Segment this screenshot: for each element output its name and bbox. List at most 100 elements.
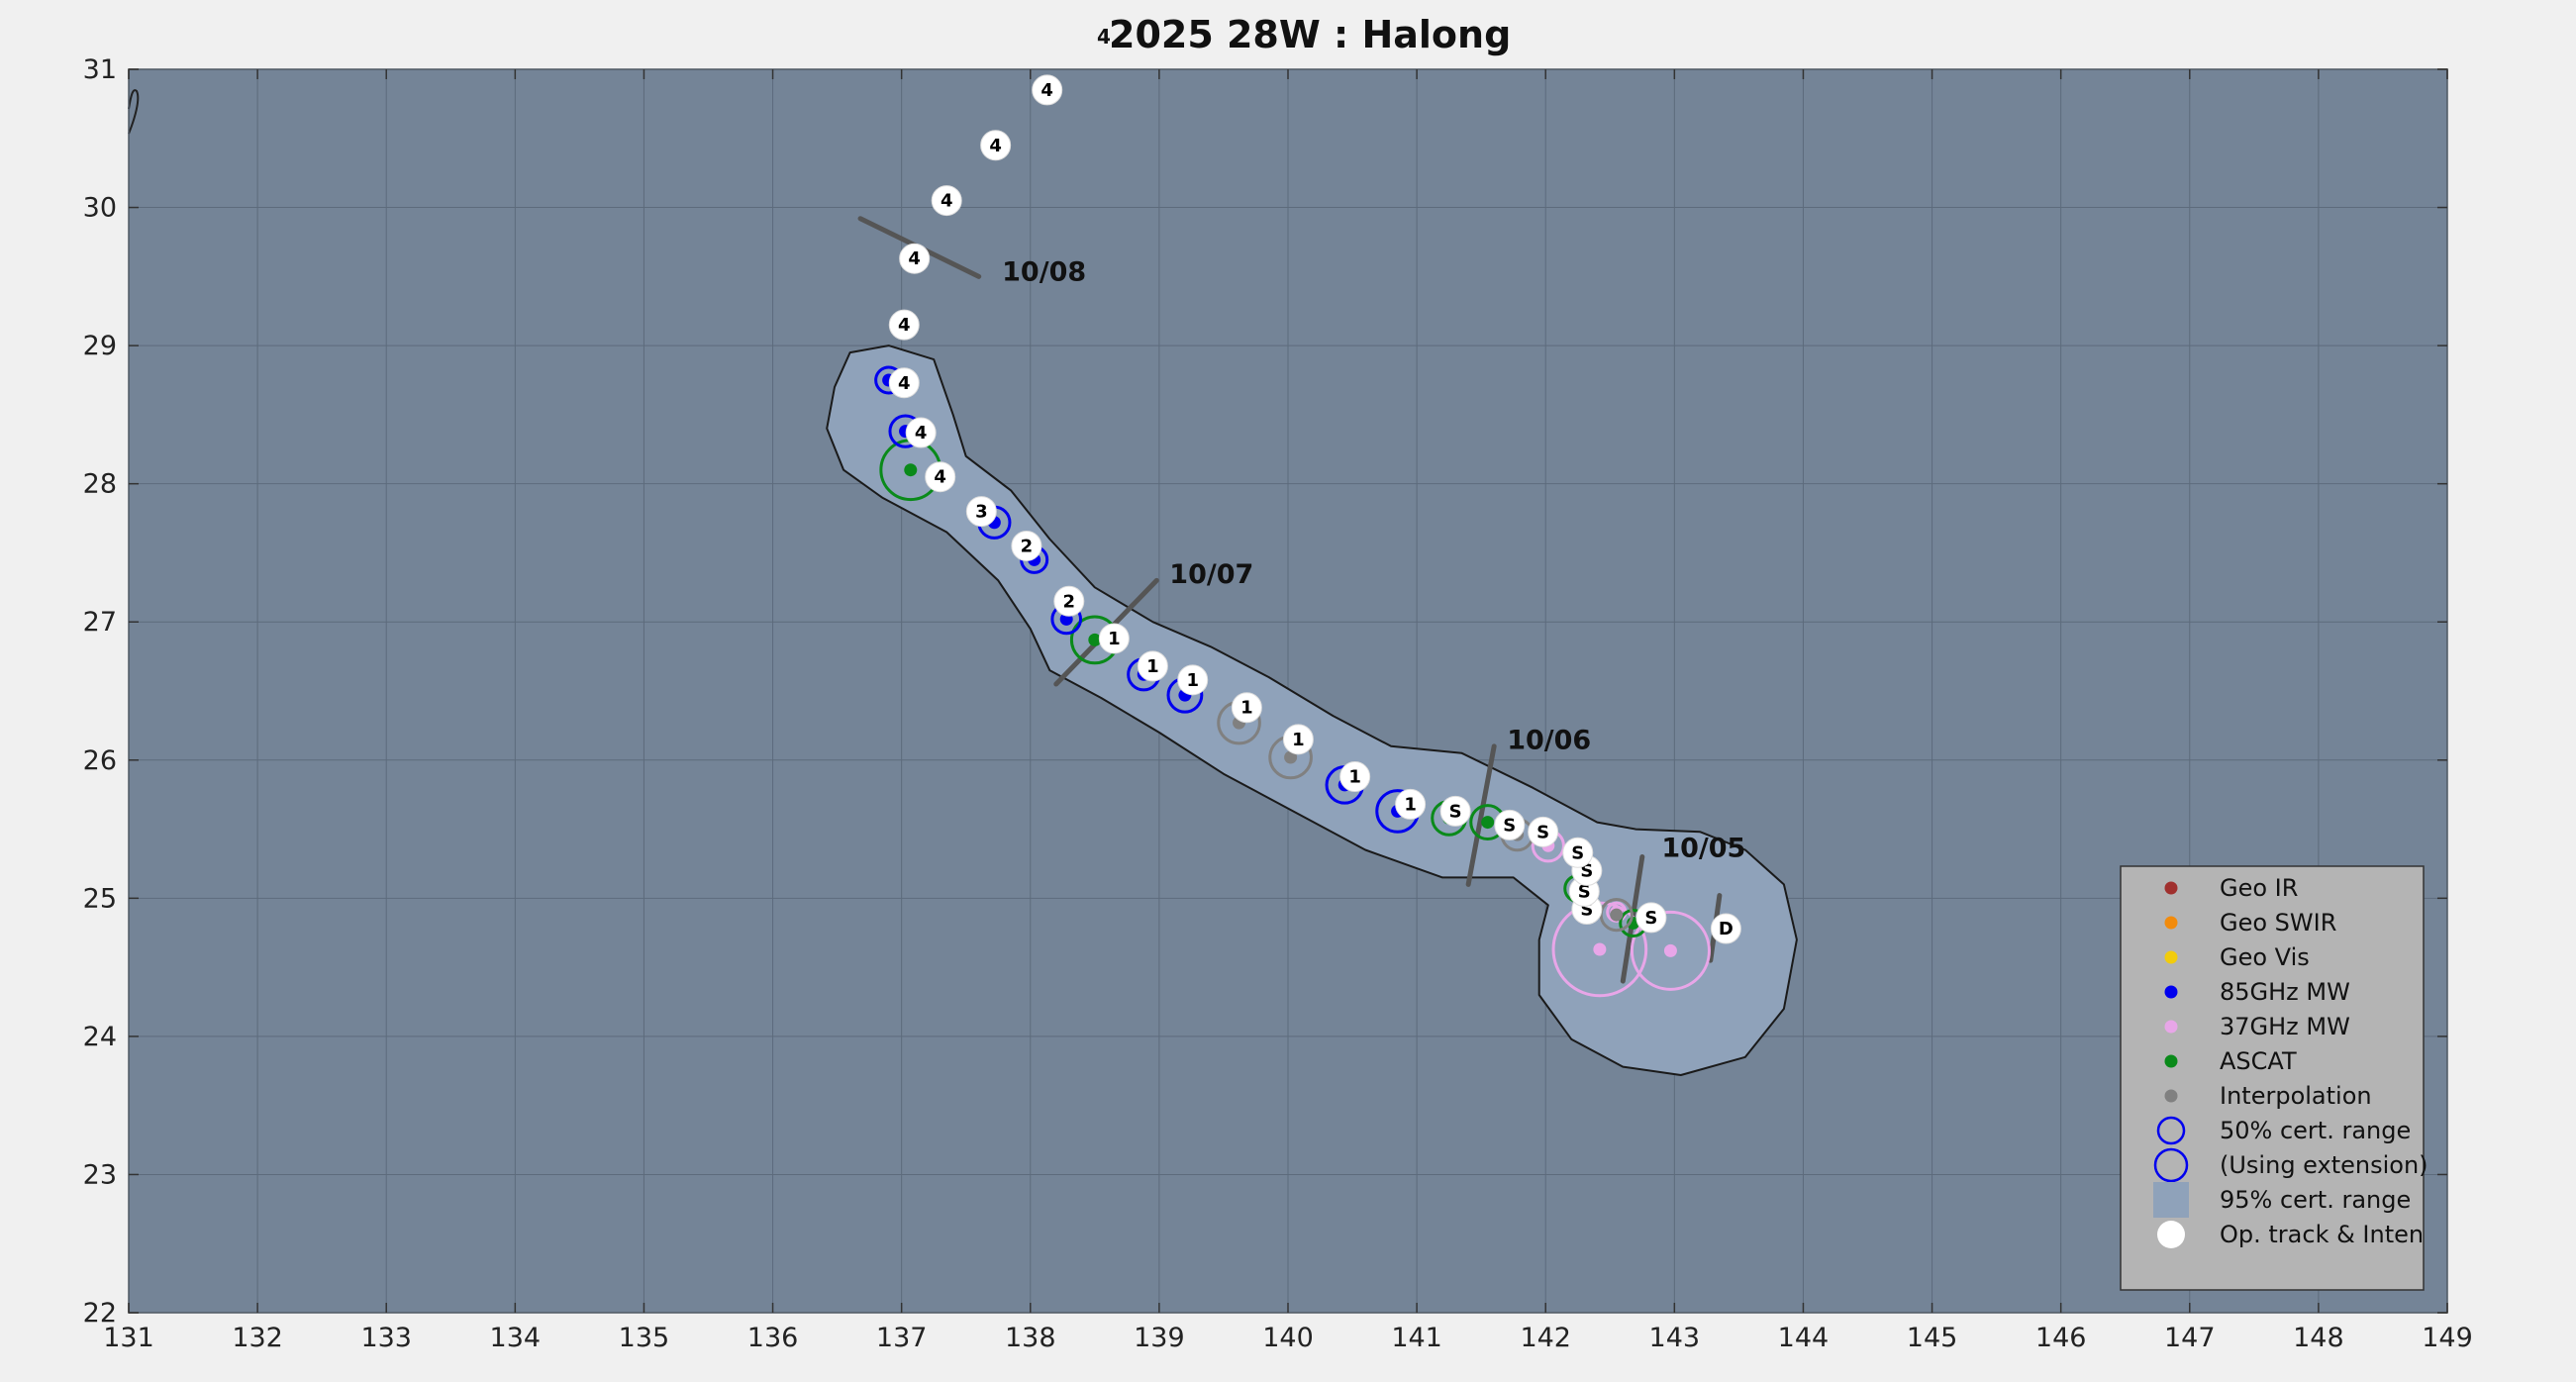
legend: Geo IR Geo SWIR Geo Vis 85GHz MW 37GHz MW ASC… (2120, 865, 2428, 1291)
track-intensity-label: S (1503, 815, 1516, 836)
track-point (925, 461, 956, 493)
track-point (965, 496, 997, 528)
legend-marker-ring (2156, 1116, 2186, 1145)
track-point (888, 309, 920, 341)
fix-dot (904, 463, 918, 477)
date-label: 10/07 (1169, 559, 1253, 590)
legend-marker-dot (2164, 881, 2178, 895)
x-tick-label: 137 (876, 1323, 928, 1353)
legend-label: 95% cert. range (2220, 1186, 2411, 1214)
fix-dot (1663, 943, 1677, 957)
x-tick-label: 136 (747, 1323, 799, 1353)
track-intensity-label: S (1644, 908, 1657, 929)
legend-marker-dot (2164, 985, 2178, 999)
y-tick-label: 24 (83, 1022, 117, 1052)
track-intensity-label: 4 (898, 373, 911, 394)
legend-box (2120, 865, 2425, 1291)
track-point (888, 367, 920, 399)
track-intensity-label: 2 (1021, 536, 1034, 556)
legend-label: Op. track & Inten (2220, 1221, 2424, 1248)
track-intensity-label: 1 (1292, 730, 1305, 750)
x-tick-label: 142 (1520, 1323, 1571, 1353)
x-tick-label: 134 (490, 1323, 542, 1353)
legend-marker-square (2153, 1182, 2189, 1218)
track-point (1231, 692, 1262, 724)
track-point (1528, 816, 1559, 847)
legend-label: ASCAT (2220, 1047, 2297, 1075)
cone-95-percent (826, 345, 1798, 1076)
legend-marker-dot (2164, 1054, 2178, 1068)
date-label: 10/08 (1002, 257, 1086, 288)
legend-marker-dot (2164, 1020, 2178, 1034)
legend-marker-track (2157, 1221, 2185, 1248)
track-intensity-label: 1 (1108, 629, 1121, 649)
track-intensity-label: S (1571, 842, 1584, 863)
track-point (1282, 724, 1314, 755)
axes: 131 132 133 134 135 136 137 138 139 140 141 142 143 1… (83, 54, 2473, 1353)
legend-label: Geo IR (2220, 874, 2298, 902)
y-tick-label: 29 (83, 331, 117, 361)
y-tick-label: 26 (83, 745, 117, 776)
x-tick-label: 138 (1005, 1323, 1056, 1353)
track-intensity-label: 1 (1146, 656, 1159, 677)
uncertainty-cone (826, 345, 1798, 1076)
track-intensity-label: 4 (908, 248, 921, 269)
track-intensity-label: 4 (934, 467, 946, 488)
legend-marker-dot (2164, 916, 2178, 930)
track-intensity-label: 3 (975, 502, 988, 523)
track-point (905, 417, 937, 448)
legend-label: Geo SWIR (2220, 909, 2336, 937)
fix-dot (1088, 633, 1102, 646)
track-point (1710, 913, 1741, 944)
x-tick-label: 131 (103, 1323, 154, 1353)
y-tick-label: 25 (83, 883, 117, 914)
date-tick-line (1465, 743, 1497, 887)
track-intensity-label: 4 (941, 191, 953, 212)
y-tick-label: 27 (83, 607, 117, 638)
x-tick-label: 132 (232, 1323, 283, 1353)
track-intensity-label: 4 (989, 136, 1002, 156)
track-intensity-label: 1 (1186, 670, 1199, 691)
x-tick-label: 135 (619, 1323, 670, 1353)
track-intensity-label: 4 (1040, 80, 1053, 101)
track-point (1011, 530, 1042, 561)
legend-label: Geo Vis (2220, 943, 2310, 971)
legend-label: 37GHz MW (2220, 1013, 2350, 1040)
y-tick-label: 22 (83, 1298, 117, 1329)
chart-title: 2025 28W : Halong (1109, 13, 1511, 56)
track-intensity-label: 4 (898, 315, 911, 336)
track-intensity-label: 1 (1404, 794, 1417, 815)
track-intensity-label: 1 (1348, 767, 1361, 788)
x-tick-label: 149 (2422, 1323, 2473, 1353)
track-point (931, 185, 962, 217)
fix-dot (1481, 816, 1495, 830)
chart-title-superscript: 4 (1097, 25, 1111, 49)
legend-label: (Using extension) (2220, 1151, 2428, 1179)
y-tick-label: 23 (83, 1159, 117, 1190)
track-point (1562, 837, 1594, 868)
track-point (1395, 788, 1427, 820)
legend-marker-dot (2164, 950, 2178, 964)
x-tick-label: 148 (2293, 1323, 2344, 1353)
track-intensity-label: 4 (915, 423, 928, 444)
x-tick-label: 133 (360, 1323, 412, 1353)
x-tick-label: 146 (2035, 1323, 2087, 1353)
y-tick-label: 31 (83, 54, 117, 85)
fix-dot (1593, 942, 1607, 956)
legend-marker-dot (2164, 1089, 2178, 1103)
x-tick-label: 144 (1778, 1323, 1830, 1353)
track-intensity-label: S (1536, 822, 1549, 842)
track-point (1494, 809, 1526, 840)
legend-label: 50% cert. range (2220, 1117, 2411, 1144)
track-point (1098, 623, 1130, 654)
legend-label: 85GHz MW (2220, 978, 2350, 1006)
fix-dot (1610, 908, 1624, 922)
track-intensity-label: S (1449, 801, 1462, 822)
track-point (1032, 74, 1063, 106)
x-tick-label: 145 (1907, 1323, 1958, 1353)
y-tick-label: 28 (83, 469, 117, 500)
track-intensity-label: 1 (1240, 698, 1253, 719)
x-tick-label: 139 (1134, 1323, 1185, 1353)
track-point (1635, 902, 1667, 934)
